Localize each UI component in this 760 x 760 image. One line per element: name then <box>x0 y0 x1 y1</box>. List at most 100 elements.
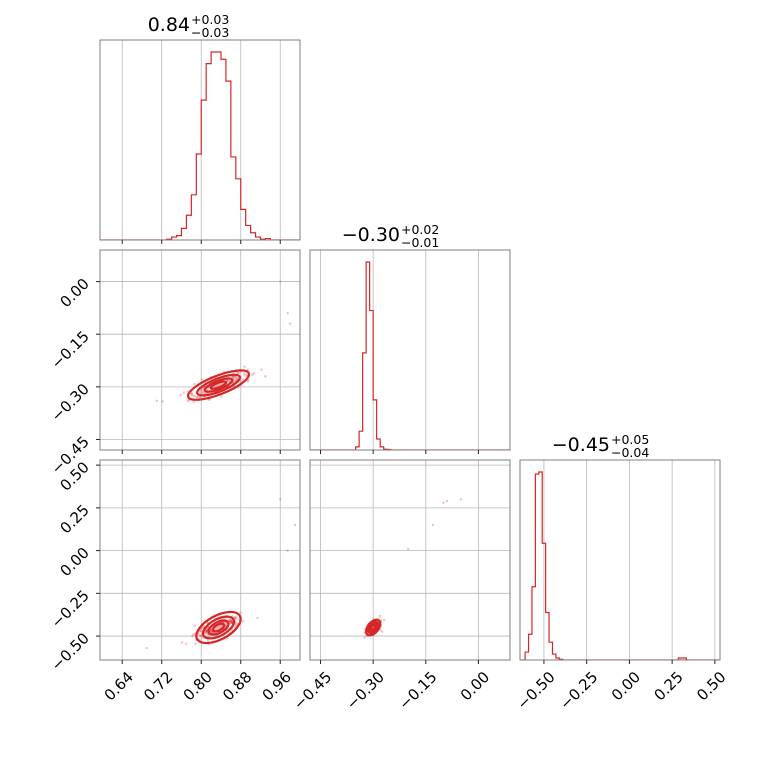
x-tick-label: 0.96 <box>259 668 295 704</box>
scatter-point <box>182 391 185 394</box>
scatter-point <box>378 614 382 618</box>
scatter-point <box>200 378 204 381</box>
scatter-point <box>192 400 196 404</box>
scatter-point <box>209 629 212 633</box>
scatter-point <box>191 634 194 638</box>
param-title-upper: +0.05 <box>611 432 649 447</box>
scatter-point <box>201 626 204 630</box>
x-tick-label: −0.30 <box>343 668 388 713</box>
scatter-point <box>199 395 202 399</box>
y-tick-label: 0.00 <box>56 275 92 311</box>
scatter-point <box>241 619 245 623</box>
panel-2-2: −0.45 +0.05−0.04 −0.50−0.25 0.00 0.25 0.50 <box>513 432 729 713</box>
panel-1-1: −0.30 +0.02−0.01 <box>309 222 511 454</box>
x-tick-label: 0.80 <box>180 668 216 704</box>
panel-frame <box>519 459 721 661</box>
histogram-line <box>100 51 300 240</box>
scatter-point <box>205 628 209 631</box>
scatter-point <box>193 394 197 398</box>
scatter-point <box>179 393 183 397</box>
scatter-point <box>193 382 196 386</box>
scatter-point <box>230 621 234 625</box>
x-tick-label: 0.00 <box>457 668 493 704</box>
x-tick-label: 0.72 <box>140 668 176 704</box>
scatter-point <box>196 395 200 399</box>
scatter-point <box>192 633 195 636</box>
scatter-point <box>264 375 267 378</box>
param-title-lower: −0.01 <box>401 235 439 250</box>
scatter-point <box>235 377 238 380</box>
outlier-point <box>442 501 445 504</box>
param-title-upper: +0.03 <box>191 12 229 27</box>
histogram-line <box>520 471 720 660</box>
x-tick-label: 0.25 <box>651 668 687 704</box>
density-contour <box>207 619 230 636</box>
scatter-point <box>234 378 238 382</box>
x-tick-label: −0.50 <box>513 668 558 713</box>
scatter-point <box>205 629 208 633</box>
density-contour <box>365 618 382 637</box>
scatter-point <box>243 373 246 377</box>
scatter-point <box>230 620 233 624</box>
scatter-point <box>220 395 223 398</box>
scatter-point <box>204 629 208 633</box>
density-contour <box>370 624 377 631</box>
scatter-point <box>190 393 193 396</box>
density-contour <box>186 369 251 401</box>
scatter-point <box>243 365 246 368</box>
scatter-point <box>229 619 233 622</box>
scatter-point <box>202 624 206 628</box>
scatter-point <box>200 391 204 394</box>
scatter-point <box>207 386 211 389</box>
scatter-point <box>190 391 194 395</box>
density-contour <box>211 622 226 633</box>
scatter-point <box>199 634 203 638</box>
scatter-point <box>235 615 238 619</box>
x-tick-label: 0.50 <box>693 668 729 704</box>
param-title-upper: +0.02 <box>401 222 439 237</box>
scatter-point <box>210 630 214 634</box>
outlier-point <box>279 280 282 283</box>
density-contour <box>196 373 241 397</box>
panel-frame <box>99 459 301 661</box>
y-tick-label: 0.25 <box>56 501 92 537</box>
density-contour <box>201 615 236 640</box>
param-title-lower: −0.03 <box>191 25 229 40</box>
scatter-point <box>234 620 238 624</box>
scatter-point <box>228 618 231 622</box>
scatter-point <box>239 611 242 615</box>
outlier-point <box>145 646 149 650</box>
scatter-point <box>193 624 197 628</box>
panel-2-0: 0.64 0.72 0.80 0.88 0.96−0.50−0.250.000.250.… <box>48 458 301 704</box>
scatter-point <box>380 630 384 633</box>
scatter-point <box>184 642 188 646</box>
scatter-point <box>195 395 199 399</box>
outlier-point <box>407 547 410 551</box>
x-tick-label: −0.45 <box>290 668 335 713</box>
outlier-point <box>279 498 282 501</box>
panel-2-1: −0.45 −0.30 −0.15 0.00 <box>290 459 511 713</box>
histogram-tail <box>677 657 687 660</box>
scatter-point <box>229 619 233 622</box>
panel-frame <box>309 459 511 661</box>
x-tick-label: −0.25 <box>556 668 601 713</box>
scatter-point <box>180 641 184 644</box>
scatter-point <box>189 392 193 396</box>
panel-0-0: 0.84 +0.03−0.03 <box>99 12 301 244</box>
scatter-point <box>197 633 200 636</box>
outlier-point <box>431 523 435 527</box>
density-contour <box>209 380 228 390</box>
scatter-point <box>236 371 240 375</box>
scatter-point <box>252 371 255 375</box>
outlier-point <box>459 498 463 501</box>
scatter-point <box>199 629 203 633</box>
scatter-point <box>382 618 386 622</box>
outlier-point <box>288 322 292 325</box>
scatter-point <box>250 373 254 376</box>
scatter-point <box>186 399 190 403</box>
outlier-point <box>286 549 289 552</box>
panel-frame <box>99 249 301 451</box>
x-tick-label: 0.00 <box>608 668 644 704</box>
scatter-point <box>230 620 233 624</box>
